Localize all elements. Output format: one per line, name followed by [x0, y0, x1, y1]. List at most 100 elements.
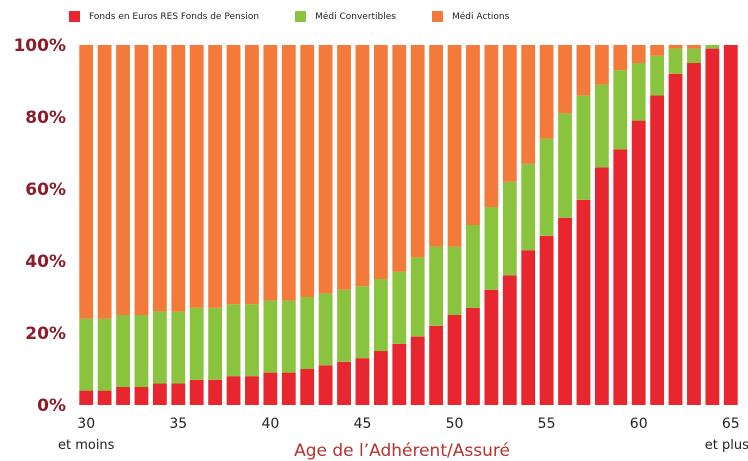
y-tick-label: 60%	[25, 180, 66, 200]
bar-0-53	[502, 275, 517, 405]
y-tick-label: 20%	[25, 324, 66, 344]
bar-2-62	[668, 45, 683, 49]
legend-item-medi-convertibles: Médi Convertibles	[295, 11, 396, 22]
bar-1-38	[226, 304, 241, 377]
bar-2-54	[521, 45, 536, 164]
bar-0-38	[226, 376, 241, 405]
bar-0-43	[318, 365, 333, 405]
bar-0-37	[208, 379, 223, 405]
bar-0-54	[521, 250, 536, 405]
bar-2-59	[613, 45, 628, 71]
x-tick-label: 60	[630, 416, 648, 432]
bar-2-50	[447, 45, 462, 247]
bar-1-54	[521, 163, 536, 251]
bar-2-63	[687, 45, 701, 49]
bar-2-34	[152, 45, 167, 312]
bar-0-40	[263, 372, 278, 405]
x-tick-label: 55	[538, 416, 556, 432]
bar-1-59	[613, 70, 628, 150]
bar-1-30	[79, 318, 94, 391]
bar-2-52	[484, 45, 499, 207]
bar-0-46	[373, 351, 388, 405]
bar-0-30	[79, 390, 94, 405]
bar-2-49	[429, 45, 444, 247]
x-tick-label: 40	[261, 416, 279, 432]
x-tick-label: 50	[446, 416, 464, 432]
bar-0-55	[539, 235, 554, 405]
bar-2-35	[171, 45, 186, 312]
bar-2-39	[245, 45, 259, 305]
y-tick-label: 100%	[13, 36, 66, 56]
bar-1-55	[539, 138, 554, 236]
bar-1-34	[152, 311, 167, 384]
bar-0-60	[631, 120, 646, 405]
legend-label-fonds-euros: Fonds en Euros RES Fonds de Pension	[89, 11, 260, 22]
bar-1-56	[558, 113, 572, 218]
y-tick-label: 0%	[37, 396, 66, 416]
bar-0-48	[410, 336, 425, 405]
bar-0-34	[152, 383, 167, 405]
bar-1-33	[134, 315, 149, 387]
bar-0-56	[558, 217, 572, 405]
bar-1-62	[668, 48, 683, 74]
bar-1-40	[263, 300, 278, 373]
bar-2-60	[631, 45, 646, 63]
bar-1-52	[484, 207, 499, 290]
y-tick-label: 40%	[25, 252, 66, 272]
bar-2-45	[355, 45, 370, 287]
bar-2-41	[281, 45, 296, 301]
bar-0-39	[245, 376, 259, 405]
bar-0-32	[116, 387, 130, 405]
bar-2-51	[466, 45, 480, 225]
legend-swatch-medi-actions	[432, 11, 443, 22]
bar-1-46	[373, 279, 388, 351]
bar-1-57	[576, 95, 591, 200]
bar-1-41	[281, 300, 296, 373]
bar-1-61	[650, 55, 665, 96]
legend: Fonds en Euros RES Fonds de Pension Médi…	[69, 11, 545, 22]
bar-2-44	[337, 45, 351, 290]
bar-0-31	[97, 390, 112, 405]
bar-2-32	[116, 45, 130, 315]
bar-2-43	[318, 45, 333, 294]
bar-1-36	[189, 307, 204, 380]
bar-1-37	[208, 307, 223, 380]
bar-2-37	[208, 45, 223, 308]
bar-2-55	[539, 45, 554, 139]
bar-2-46	[373, 45, 388, 279]
bar-2-38	[226, 45, 241, 305]
bar-1-32	[116, 315, 130, 387]
bar-0-44	[337, 361, 351, 405]
bar-2-48	[410, 45, 425, 258]
bar-0-62	[668, 73, 683, 406]
bar-2-47	[392, 45, 407, 272]
bar-0-33	[134, 387, 149, 405]
bar-2-40	[263, 45, 278, 301]
legend-item-medi-actions: Médi Actions	[432, 11, 509, 22]
bar-0-41	[281, 372, 296, 405]
x-tick-label: 65	[722, 416, 740, 432]
bar-1-39	[245, 304, 259, 377]
bar-1-50	[447, 246, 462, 315]
bar-2-58	[594, 45, 609, 85]
x-note-start: et moins	[58, 438, 115, 453]
bar-0-49	[429, 325, 444, 405]
bar-1-47	[392, 271, 407, 344]
bar-0-65	[723, 45, 738, 405]
bar-1-49	[429, 246, 444, 326]
bar-0-57	[576, 199, 591, 405]
bar-0-51	[466, 307, 480, 405]
x-tick-label: 30	[77, 416, 95, 432]
x-note-end: et plus	[705, 438, 748, 453]
x-tick-label: 35	[169, 416, 187, 432]
bar-1-35	[171, 311, 186, 384]
bar-0-64	[705, 48, 720, 405]
legend-swatch-fonds-euros	[69, 11, 80, 22]
legend-label-medi-actions: Médi Actions	[452, 11, 510, 22]
bar-0-36	[189, 379, 204, 405]
bar-2-31	[97, 45, 112, 319]
bar-2-30	[79, 45, 94, 319]
legend-swatch-medi-convertibles	[295, 11, 307, 22]
bar-0-59	[613, 149, 628, 405]
